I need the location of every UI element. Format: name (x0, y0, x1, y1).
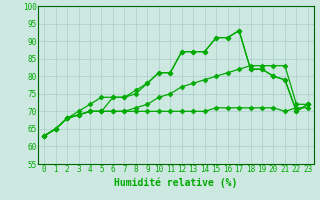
X-axis label: Humidité relative (%): Humidité relative (%) (114, 177, 238, 188)
